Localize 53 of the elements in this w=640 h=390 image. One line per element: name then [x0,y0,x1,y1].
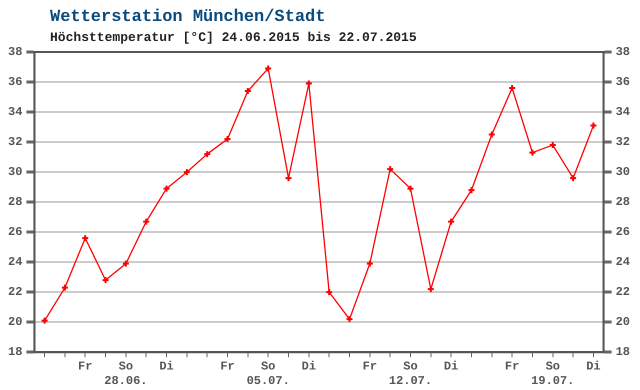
x-tick-label: Di [586,359,601,374]
x-tick-label: So 28.06. [104,359,148,388]
point [325,288,334,296]
point [447,218,456,226]
y-tick-label: 22 [8,285,22,300]
y2-tick-label: 32 [616,135,630,150]
point [528,148,536,157]
y-tick-label: 26 [8,225,22,240]
y2-tick-label: 38 [616,45,630,60]
y2-tick-label: 28 [616,195,630,210]
y-tick-label: 32 [8,135,22,150]
x-tick-label: So 12.07. [388,359,432,388]
x-tick-label: Fr [78,359,92,374]
point [426,285,435,294]
point [182,168,191,176]
x-tick-label: So 19.07. [531,359,574,388]
point [386,165,394,174]
x-tick-label: Di [159,359,174,374]
y2-tick-label: 20 [616,315,630,330]
x-tick-label: Di [444,359,458,374]
y-tick-label: 34 [8,105,22,120]
y2-tick-label: 24 [616,255,630,270]
y2-tick-label: 18 [616,345,630,360]
y2-tick-label: 30 [616,165,630,180]
point [81,234,90,242]
y-tick-label: 18 [8,345,22,360]
x-tick-label: Fr [362,359,378,374]
y-tick-label: 28 [8,195,22,210]
point [366,260,374,268]
point [203,150,212,158]
y2-tick-label: 22 [616,285,630,300]
point [569,174,578,182]
y-tick-label: 30 [8,165,22,180]
y2-tick-label: 36 [616,75,630,90]
chart-title: Wetterstation München/Stadt [50,8,326,27]
x-tick-label: Di [302,359,316,374]
y2-tick-label: 34 [616,105,630,120]
chart-subtitle: Höchsttemperatur [°C] 24.06.2015 bis 22.07.2015 [50,30,417,45]
point [467,186,476,194]
point [122,260,130,268]
y-tick-label: 20 [8,315,22,330]
point [60,284,69,292]
x-tick-label: So 05.07. [246,359,290,388]
x-tick-label: Fr [220,359,235,374]
y-tick-label: 24 [8,255,22,270]
point [102,276,110,284]
y2-tick-label: 26 [616,225,630,240]
x-tick-label: Fr [504,359,520,374]
point [162,184,171,193]
point [142,218,150,226]
y-tick-label: 36 [8,75,22,90]
y-tick-label: 38 [8,45,22,60]
point [406,184,414,193]
